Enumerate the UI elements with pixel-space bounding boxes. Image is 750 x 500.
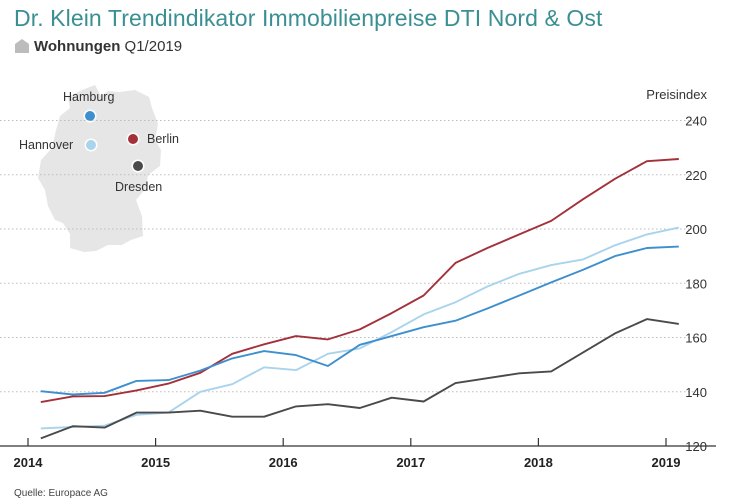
map-marker-hamburg bbox=[85, 111, 95, 121]
series-line-hamburg bbox=[40, 245, 679, 396]
y-tick-label: 180 bbox=[685, 276, 707, 291]
subtitle-period: Q1/2019 bbox=[124, 38, 183, 55]
x-tick-label: 2019 bbox=[652, 455, 681, 470]
y-tick-label: 120 bbox=[685, 439, 707, 454]
chart-subtitle: Wohnungen Q1/2019 bbox=[15, 38, 182, 55]
series-line-dresden bbox=[40, 318, 679, 440]
y-axis-label: Preisindex bbox=[646, 87, 707, 102]
chart-title: Dr. Klein Trendindikator Immobilienpreis… bbox=[14, 5, 603, 31]
map-marker-berlin bbox=[128, 134, 138, 144]
line-chart: Hamburg Berlin Hannover Dresden Preisind… bbox=[0, 85, 716, 470]
map-label-hannover: Hannover bbox=[19, 138, 73, 152]
map-marker-dresden bbox=[133, 161, 143, 171]
x-tick-label: 2017 bbox=[396, 455, 425, 470]
x-tick-label: 2016 bbox=[269, 455, 298, 470]
x-tick-label: 2015 bbox=[141, 455, 170, 470]
y-tick-label: 140 bbox=[685, 385, 707, 400]
map-label-berlin: Berlin bbox=[147, 132, 179, 146]
subtitle-category: Wohnungen bbox=[34, 38, 121, 55]
x-tick-label: 2018 bbox=[524, 455, 553, 470]
source-note: Quelle: Europace AG bbox=[14, 488, 108, 499]
map-label-hamburg: Hamburg bbox=[63, 90, 114, 104]
y-tick-label: 220 bbox=[685, 168, 707, 183]
house-icon bbox=[15, 39, 29, 53]
y-tick-label: 200 bbox=[685, 222, 707, 237]
map-label-dresden: Dresden bbox=[115, 180, 162, 194]
germany-map-icon bbox=[38, 85, 161, 252]
series-line-berlin bbox=[40, 158, 679, 404]
y-tick-label: 240 bbox=[685, 114, 707, 129]
series-line-hannover bbox=[40, 226, 679, 430]
x-tick-label: 2014 bbox=[14, 455, 44, 470]
map-marker-hannover bbox=[86, 140, 96, 150]
y-tick-label: 160 bbox=[685, 331, 707, 346]
